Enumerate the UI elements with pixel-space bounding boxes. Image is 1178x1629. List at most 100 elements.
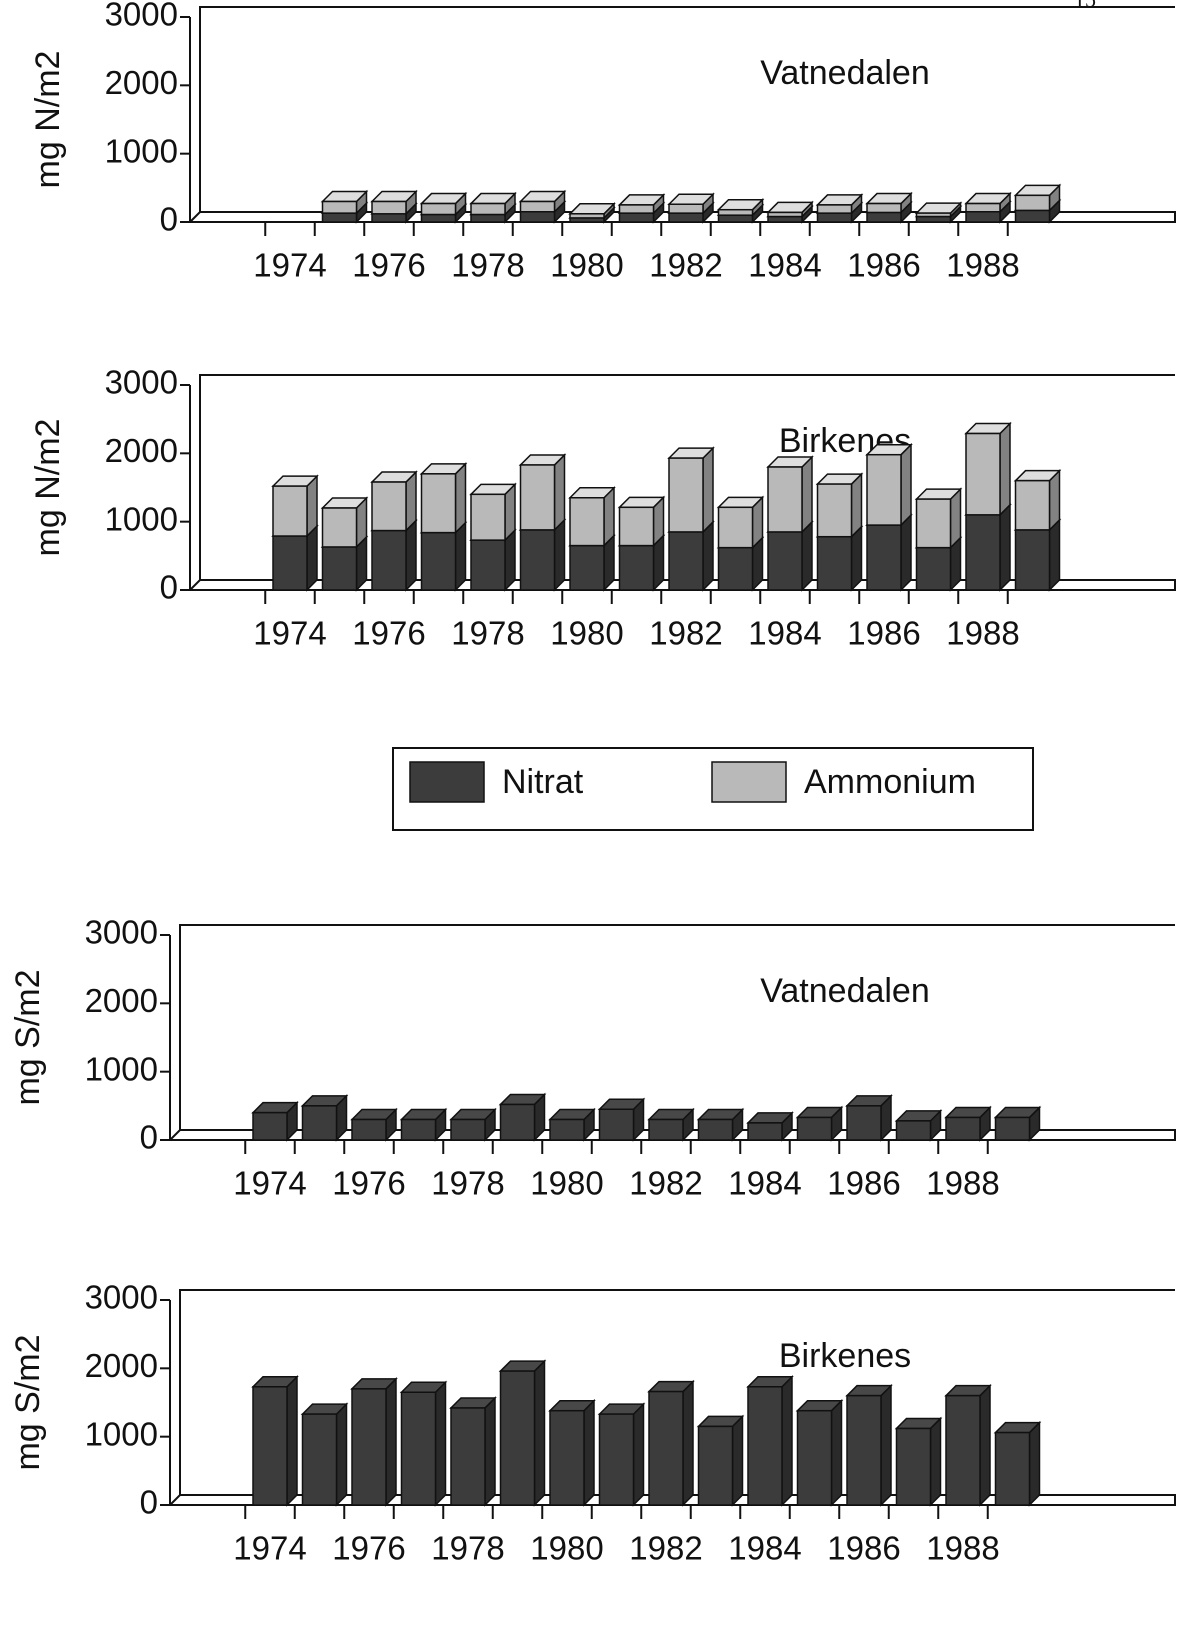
x-tick-label: 1982 — [649, 247, 722, 284]
bar — [252, 1111, 288, 1141]
y-tick-label: 1000 — [105, 500, 178, 537]
bar — [915, 212, 952, 218]
bar-side — [405, 518, 417, 592]
x-tick-label: 1974 — [233, 1165, 306, 1202]
bar — [767, 466, 803, 533]
y-tick-label: 3000 — [85, 1279, 158, 1316]
x-tick-label: 1984 — [748, 615, 821, 652]
bar — [569, 213, 605, 219]
y-tick-label: 0 — [160, 569, 178, 606]
x-tick-label: 1986 — [827, 1530, 900, 1567]
bar — [371, 200, 407, 215]
bar — [499, 1103, 536, 1141]
y-tick-label: 2000 — [105, 64, 178, 101]
x-tick-label: 1986 — [847, 615, 920, 652]
chart-title: Vatnedalen — [760, 54, 930, 92]
x-tick-label: 1978 — [451, 247, 524, 284]
bar — [866, 211, 902, 223]
x-tick-label: 1984 — [728, 1530, 801, 1567]
bar — [816, 483, 853, 538]
y-tick-label: 0 — [140, 1119, 158, 1156]
bar — [717, 214, 754, 223]
bar — [697, 1118, 734, 1141]
bar — [598, 1108, 635, 1141]
bar — [668, 212, 704, 223]
bar-side — [385, 1377, 397, 1507]
bar — [519, 200, 556, 213]
bar — [549, 1409, 585, 1506]
y-axis-label: mg N/m2 — [29, 419, 67, 557]
y-axis-label: mg S/m2 — [9, 969, 47, 1105]
bar-side — [900, 513, 912, 592]
y-tick-label: 3000 — [85, 914, 158, 951]
bar-side — [1048, 518, 1061, 592]
x-tick-label: 1984 — [748, 247, 821, 284]
bar-side — [454, 462, 467, 535]
chart-title: Vatnedalen — [760, 972, 930, 1010]
bar — [648, 1118, 684, 1141]
bar — [499, 1370, 536, 1506]
bar — [767, 531, 803, 591]
bar — [252, 1386, 288, 1506]
y-tick-label: 3000 — [105, 364, 178, 401]
bar — [965, 432, 1001, 516]
bar — [519, 211, 556, 223]
x-tick-label: 1974 — [253, 615, 326, 652]
back-wall — [199, 374, 1175, 580]
bar — [767, 211, 803, 218]
y-tick-label: 2000 — [105, 432, 178, 469]
bar — [816, 535, 853, 591]
bar — [1014, 529, 1051, 591]
bar — [371, 481, 407, 532]
x-tick-label: 1976 — [332, 1530, 405, 1567]
bar — [519, 464, 556, 531]
bar — [915, 498, 952, 549]
bar-side — [781, 1374, 793, 1507]
bar-side — [583, 1398, 595, 1507]
bar — [400, 1118, 437, 1141]
back-wall — [199, 6, 1175, 212]
bar — [351, 1388, 387, 1506]
legend-swatch — [711, 761, 787, 803]
back-wall — [179, 924, 1175, 1130]
bar — [549, 1118, 585, 1141]
bar — [569, 497, 605, 547]
bar — [866, 524, 902, 591]
bar — [717, 208, 754, 216]
bar — [945, 1394, 981, 1506]
bar — [272, 485, 308, 537]
bar — [618, 212, 655, 223]
bar — [994, 1116, 1031, 1141]
y-tick-label: 0 — [160, 201, 178, 238]
bar — [895, 1427, 932, 1506]
x-tick-label: 1974 — [253, 247, 326, 284]
bar-side — [929, 1416, 942, 1507]
bar — [301, 1105, 338, 1141]
bar-side — [880, 1383, 892, 1507]
bar — [420, 473, 457, 534]
bar — [450, 1118, 486, 1141]
bar — [569, 544, 605, 591]
bar — [618, 506, 655, 547]
y-tick-label: 1000 — [105, 132, 178, 169]
bar-side — [999, 421, 1011, 517]
x-tick-label: 1976 — [352, 247, 425, 284]
bar-side — [484, 1396, 496, 1507]
bar — [420, 213, 457, 223]
x-tick-label: 1980 — [530, 1165, 603, 1202]
bar — [321, 200, 358, 214]
bar — [965, 211, 1001, 223]
bar — [816, 212, 853, 223]
bar — [747, 1122, 783, 1141]
bar — [846, 1394, 882, 1506]
bar — [866, 453, 902, 526]
bar-side — [306, 524, 318, 592]
bar — [668, 457, 704, 533]
x-tick-label: 1980 — [550, 247, 623, 284]
x-tick-label: 1988 — [946, 615, 1019, 652]
bar — [618, 204, 655, 214]
bar-side — [999, 503, 1011, 592]
bar — [321, 507, 358, 548]
